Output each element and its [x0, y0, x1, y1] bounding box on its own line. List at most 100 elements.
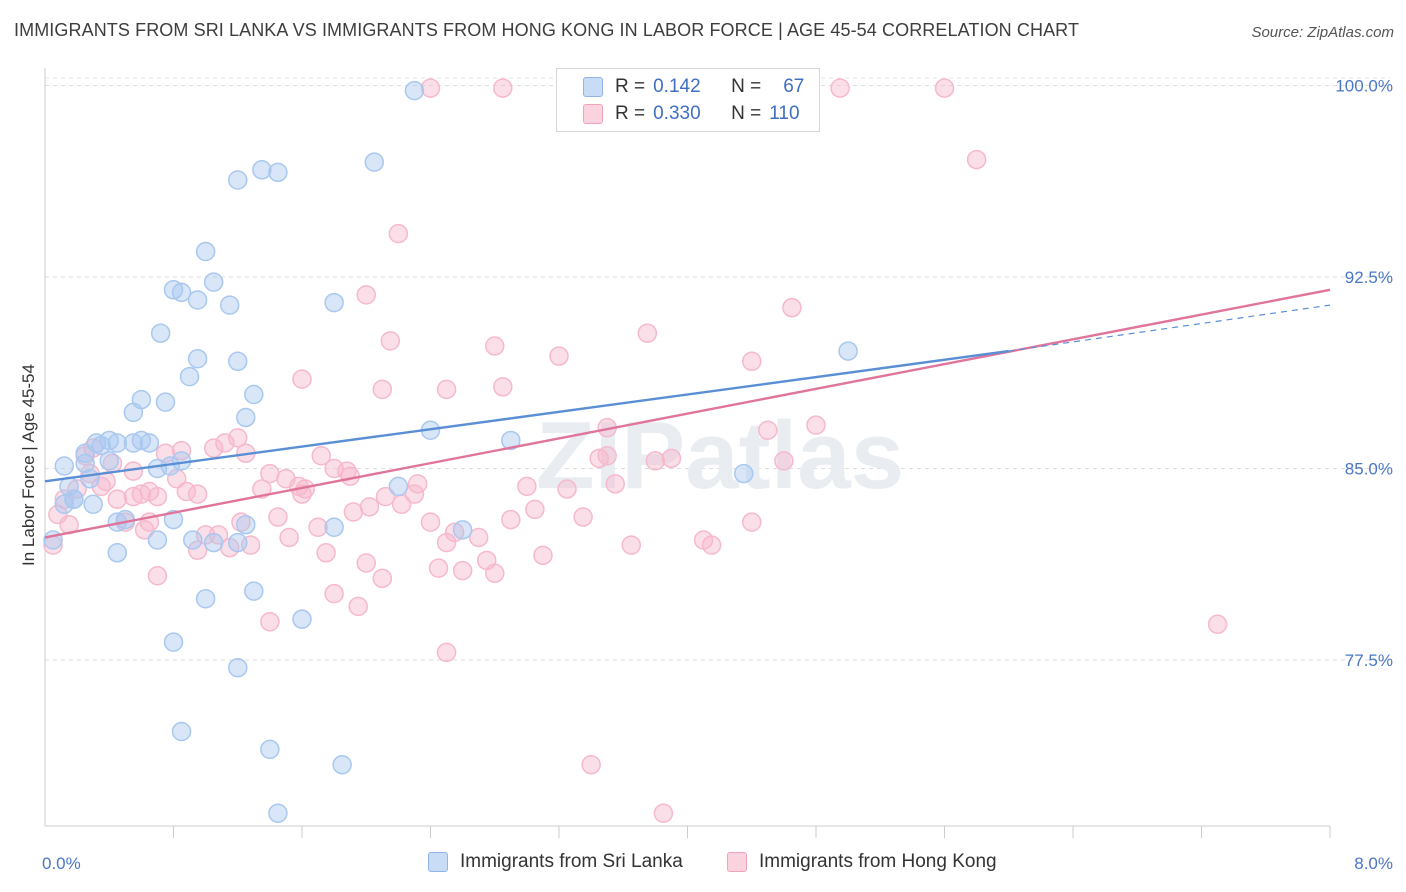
sri-lanka-point: [163, 280, 184, 300]
hong-kong-point: [356, 553, 376, 573]
hong-kong-point: [436, 532, 457, 553]
hong-kong-points: [43, 78, 1228, 823]
sri-lanka-point: [364, 152, 385, 172]
series-legend-sri-lanka[interactable]: Immigrants from Sri Lanka: [428, 851, 683, 873]
hong-kong-point: [420, 78, 441, 98]
trend-lines: [44, 288, 1331, 539]
chart-title: IMMIGRANTS FROM SRI LANKA VS IMMIGRANTS …: [14, 20, 1080, 40]
legend-r-label: R =: [615, 76, 646, 97]
hong-kong-point: [742, 512, 762, 532]
hong-kong-point: [252, 479, 272, 499]
sri-lanka-point: [54, 456, 75, 476]
hong-kong-point: [316, 543, 336, 563]
sri-lanka-trend-extension: [1008, 304, 1331, 352]
hong-kong-point: [436, 379, 457, 400]
sri-lanka-point: [83, 494, 103, 515]
hong-kong-point: [171, 440, 192, 461]
sri-lanka-point: [195, 589, 216, 609]
sri-lanka-point: [244, 384, 264, 405]
hong-kong-point: [260, 463, 280, 484]
legend-swatch-sri-lanka: [583, 77, 603, 97]
hong-kong-point: [452, 560, 473, 581]
sri-lanka-point: [219, 295, 240, 315]
sri-lanka-point: [163, 632, 184, 652]
sri-lanka-point: [107, 433, 128, 453]
hong-kong-point: [501, 509, 521, 530]
sri-lanka-point: [99, 451, 119, 471]
hong-kong-point: [388, 223, 409, 244]
series-legend: Immigrants from Sri Lanka Immigrants fro…: [0, 851, 1406, 879]
sri-lanka-point: [155, 392, 176, 412]
hong-kong-point: [573, 507, 593, 527]
sri-lanka-point: [452, 520, 473, 540]
watermark: ZIPatlas: [536, 402, 904, 509]
hong-kong-point: [645, 451, 666, 471]
sri-lanka-point: [260, 739, 280, 760]
sri-lanka-point: [838, 341, 858, 361]
hong-kong-point: [292, 369, 312, 389]
hong-kong-point: [107, 489, 128, 509]
sri-lanka-point: [107, 543, 128, 563]
hong-kong-trend-line: [44, 288, 1331, 539]
sri-lanka-point: [75, 453, 95, 474]
hong-kong-point: [525, 499, 545, 520]
hong-kong-point: [348, 596, 368, 617]
hong-kong-point: [147, 486, 168, 507]
sri-lanka-trend-line: [44, 349, 1009, 483]
sri-lanka-point: [195, 241, 216, 262]
hong-kong-point: [1207, 614, 1228, 635]
hong-kong-point: [260, 611, 280, 632]
series-label-sri-lanka: Immigrants from Sri Lanka: [460, 851, 683, 872]
hong-kong-point: [549, 346, 569, 366]
sri-lanka-point: [324, 292, 344, 313]
hong-kong-point: [493, 377, 513, 397]
sri-lanka-point: [733, 463, 754, 484]
legend-row-hong-kong: R = 0.330 N = 110: [583, 101, 800, 127]
hong-kong-point: [343, 502, 364, 522]
hong-kong-point: [268, 507, 288, 527]
hong-kong-point: [436, 642, 457, 663]
hong-kong-point: [279, 527, 299, 548]
hong-kong-point: [621, 535, 642, 555]
series-legend-hong-kong[interactable]: Immigrants from Hong Kong: [727, 851, 997, 873]
x-tick-label: 0.0%: [42, 854, 81, 873]
legend-r-value: 0.330: [653, 103, 701, 124]
hong-kong-point: [187, 484, 208, 504]
hong-kong-point: [308, 517, 328, 538]
legend-swatch-hong-kong: [583, 104, 603, 124]
series-swatch-sri-lanka: [428, 852, 448, 872]
sri-lanka-point: [228, 170, 248, 190]
hong-kong-point: [661, 448, 682, 469]
hong-kong-point: [581, 754, 601, 775]
hong-kong-point: [134, 520, 155, 540]
hong-kong-point: [830, 78, 850, 98]
hong-kong-point: [324, 583, 344, 604]
sri-lanka-point: [228, 532, 248, 553]
hong-kong-point: [533, 545, 553, 566]
hong-kong-point: [380, 331, 401, 351]
sri-lanka-point: [404, 80, 425, 101]
hong-kong-point: [557, 479, 577, 499]
y-axis-label: In Labor Force | Age 45-54: [19, 364, 38, 566]
hong-kong-point: [758, 420, 778, 440]
hong-kong-point: [203, 438, 224, 458]
x-tick-label: 8.0%: [1354, 854, 1393, 873]
sri-lanka-point: [183, 530, 203, 550]
y-tick-label: 77.5%: [1345, 651, 1393, 670]
hong-kong-point: [517, 476, 537, 497]
sri-lanka-point: [171, 721, 192, 742]
sri-lanka-point: [187, 290, 208, 310]
hong-kong-point: [311, 446, 332, 466]
hong-kong-point: [359, 497, 380, 517]
grid-lines: [45, 77, 1390, 661]
hong-kong-point: [428, 558, 449, 578]
hong-kong-point: [493, 78, 513, 98]
sri-lanka-point: [252, 160, 272, 180]
sri-lanka-points: [43, 80, 858, 823]
y-tick-label: 85.0%: [1345, 460, 1393, 479]
y-tick-label: 92.5%: [1345, 268, 1393, 287]
series-swatch-hong-kong: [727, 852, 747, 872]
hong-kong-point: [372, 568, 393, 589]
hong-kong-point: [637, 323, 658, 343]
